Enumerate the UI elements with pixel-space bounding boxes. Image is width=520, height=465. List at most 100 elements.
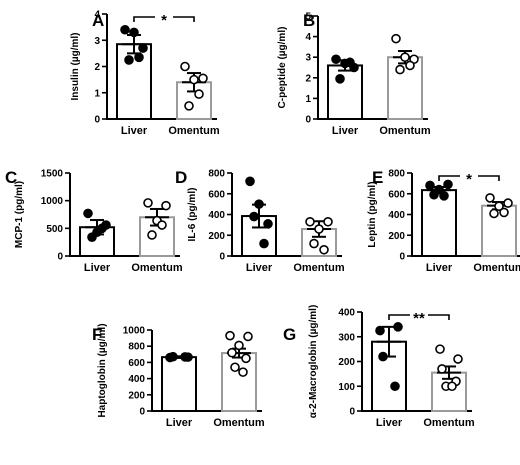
significance-gap bbox=[410, 309, 428, 319]
data-point bbox=[319, 244, 329, 255]
data-point bbox=[425, 180, 435, 191]
x-tick-label: Omentum bbox=[131, 262, 183, 274]
bar-liver bbox=[327, 64, 363, 121]
significance-gap bbox=[155, 11, 173, 21]
y-tick-label: 0 bbox=[57, 252, 63, 263]
data-point bbox=[453, 354, 463, 364]
y-tick-label: 1000 bbox=[41, 196, 64, 207]
data-point bbox=[194, 89, 204, 99]
y-tick-label: 200 bbox=[338, 357, 355, 368]
data-point bbox=[147, 230, 157, 240]
bar-liver bbox=[116, 43, 152, 120]
significance-gap bbox=[460, 170, 478, 180]
x-tick-label: Liver bbox=[376, 417, 403, 429]
data-point bbox=[345, 57, 355, 68]
data-point bbox=[400, 52, 410, 63]
data-point bbox=[489, 208, 499, 219]
significance-marker: ** bbox=[413, 310, 425, 327]
panel-letter: E bbox=[372, 168, 383, 187]
y-tick-label: 3 bbox=[305, 53, 311, 64]
data-point bbox=[309, 238, 319, 249]
data-point bbox=[375, 325, 385, 336]
data-point bbox=[234, 340, 244, 351]
y-tick-label: 0 bbox=[219, 252, 225, 263]
y-tick-label: 1500 bbox=[41, 169, 64, 180]
data-point bbox=[83, 208, 93, 219]
data-point bbox=[238, 367, 248, 377]
data-point bbox=[331, 54, 341, 65]
y-axis-label: α-2-Macroglobin (µg/ml) bbox=[308, 305, 319, 419]
data-point bbox=[245, 176, 255, 187]
y-tick-label: 1 bbox=[94, 88, 100, 99]
x-tick-label: Liver bbox=[246, 262, 273, 274]
data-point bbox=[161, 200, 171, 211]
y-tick-label: 300 bbox=[338, 332, 355, 343]
data-point bbox=[168, 351, 178, 362]
y-tick-label: 200 bbox=[388, 231, 405, 242]
y-tick-label: 400 bbox=[388, 210, 405, 221]
panel-d: DIL-6 (pg/ml) 0 200 400 600 800 Liver Omentum bbox=[175, 168, 345, 274]
significance-marker: * bbox=[466, 171, 472, 188]
y-tick-label: 5 bbox=[305, 12, 311, 23]
data-point bbox=[189, 74, 199, 85]
data-point bbox=[447, 381, 457, 392]
data-point bbox=[241, 353, 251, 364]
data-point bbox=[259, 238, 269, 249]
y-tick-label: 600 bbox=[128, 358, 145, 369]
data-point bbox=[435, 344, 445, 354]
data-point bbox=[254, 199, 264, 209]
x-tick-label: Liver bbox=[166, 417, 193, 429]
x-tick-label: Liver bbox=[84, 262, 111, 274]
y-axis-label: MCP-1 (pg/ml) bbox=[14, 181, 25, 248]
panel-letter: F bbox=[92, 325, 102, 344]
data-point bbox=[429, 189, 439, 200]
y-axis-label: Insulin (µg/ml) bbox=[70, 33, 81, 101]
y-axis-label: C-peptide (µg/ml) bbox=[277, 27, 288, 109]
data-point bbox=[129, 27, 139, 38]
y-tick-label: 600 bbox=[388, 189, 405, 200]
x-tick-label: Liver bbox=[121, 125, 148, 137]
data-point bbox=[97, 223, 107, 234]
data-point bbox=[395, 64, 405, 75]
data-point bbox=[263, 219, 273, 229]
y-axis-label: IL-6 (pg/ml) bbox=[187, 188, 198, 242]
panel-b: B C-peptide (µg/ml) 0 1 2 3 4 5 Liver Omentum bbox=[277, 11, 431, 137]
y-tick-label: 200 bbox=[128, 390, 145, 401]
y-tick-label: 400 bbox=[128, 374, 145, 385]
data-point bbox=[198, 73, 208, 84]
data-point bbox=[184, 101, 194, 111]
y-tick-label: 500 bbox=[46, 224, 63, 235]
y-tick-label: 4 bbox=[94, 10, 100, 21]
data-point bbox=[243, 331, 253, 342]
y-tick-label: 800 bbox=[208, 169, 225, 180]
y-tick-label: 600 bbox=[208, 189, 225, 200]
y-tick-label: 200 bbox=[208, 231, 225, 242]
data-point bbox=[405, 60, 415, 71]
data-point bbox=[124, 55, 134, 65]
x-tick-label: Liver bbox=[426, 262, 453, 274]
panel-letter: C bbox=[5, 168, 17, 187]
data-point bbox=[157, 220, 167, 230]
data-point bbox=[180, 352, 190, 362]
x-tick-label: Omentum bbox=[213, 417, 265, 429]
data-point bbox=[314, 224, 324, 234]
y-tick-label: 400 bbox=[208, 210, 225, 221]
panel-letter: A bbox=[92, 11, 104, 30]
y-tick-label: 800 bbox=[128, 342, 145, 353]
bar-liver bbox=[421, 189, 457, 257]
bar-omentum bbox=[387, 56, 423, 120]
data-point bbox=[227, 347, 237, 358]
data-point bbox=[393, 322, 403, 332]
bar-liver bbox=[371, 340, 407, 413]
data-point bbox=[499, 207, 509, 218]
data-point bbox=[390, 381, 400, 392]
y-tick-label: 3 bbox=[94, 36, 100, 47]
bar-omentum bbox=[481, 204, 517, 257]
y-tick-label: 2 bbox=[305, 73, 311, 84]
bar-liver bbox=[161, 356, 197, 413]
panel-letter: G bbox=[283, 325, 296, 344]
y-tick-label: 0 bbox=[139, 407, 145, 418]
y-tick-label: 400 bbox=[338, 308, 355, 319]
